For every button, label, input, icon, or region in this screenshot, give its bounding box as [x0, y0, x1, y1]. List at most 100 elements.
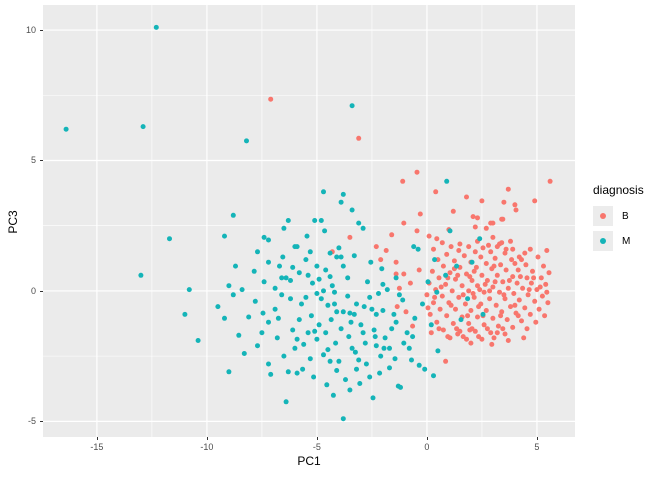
- data-point-b: [396, 285, 402, 291]
- data-point-m: [226, 283, 232, 289]
- data-point-b: [424, 292, 430, 298]
- data-point-m: [316, 276, 322, 282]
- data-point-b: [504, 317, 510, 323]
- data-point-b: [268, 96, 274, 102]
- data-point-m: [280, 254, 286, 260]
- data-point-b: [524, 275, 530, 281]
- data-point-m: [321, 288, 326, 294]
- data-point-m: [272, 306, 278, 312]
- data-point-b: [439, 240, 445, 246]
- data-point-m: [312, 328, 318, 334]
- data-point-m: [277, 263, 282, 269]
- data-point-m: [261, 234, 267, 240]
- data-point-b: [524, 326, 530, 332]
- data-point-b: [482, 281, 488, 287]
- data-point-b: [508, 304, 513, 310]
- data-point-m: [195, 338, 201, 343]
- data-point-m: [294, 244, 300, 250]
- data-point-b: [487, 288, 493, 294]
- y-tick-mark: [40, 160, 43, 162]
- data-point-b: [431, 246, 436, 252]
- data-point-m: [343, 377, 348, 383]
- data-point-b: [515, 313, 521, 319]
- data-point-b: [462, 301, 468, 307]
- data-point-b: [520, 285, 526, 291]
- data-point-m: [333, 340, 339, 346]
- data-point-m: [281, 353, 287, 359]
- data-point-b: [481, 322, 487, 328]
- data-point-m: [314, 263, 320, 269]
- data-point-m: [255, 343, 260, 349]
- data-point-m: [387, 345, 392, 351]
- data-point-m: [345, 293, 351, 299]
- data-point-m: [340, 191, 346, 197]
- data-point-b: [517, 274, 523, 280]
- data-point-m: [420, 301, 425, 307]
- data-point-m: [312, 218, 318, 223]
- data-point-b: [514, 280, 520, 286]
- data-point-b: [490, 234, 496, 240]
- data-point-b: [426, 233, 432, 239]
- data-point-b: [440, 263, 446, 269]
- data-point-b: [401, 271, 407, 277]
- x-tick-mark: [96, 437, 98, 440]
- data-point-b: [501, 199, 507, 205]
- data-point-b: [528, 280, 534, 286]
- data-point-b: [434, 319, 440, 325]
- data-point-m: [296, 270, 302, 276]
- data-point-m: [411, 244, 417, 250]
- data-point-m: [281, 225, 287, 231]
- data-point-m: [296, 317, 302, 323]
- data-point-m: [458, 317, 464, 323]
- legend-dot-b-icon: [600, 213, 606, 219]
- data-point-b: [383, 248, 389, 253]
- data-point-b: [460, 292, 466, 298]
- data-point-b: [498, 313, 504, 319]
- data-point-m: [290, 327, 296, 333]
- data-point-b: [466, 244, 472, 250]
- data-point-m: [303, 294, 309, 300]
- legend: diagnosis B M: [593, 183, 644, 256]
- data-point-m: [305, 272, 311, 278]
- data-point-b: [403, 309, 409, 315]
- data-point-m: [338, 199, 344, 205]
- data-point-m: [348, 319, 354, 325]
- data-point-b: [469, 278, 475, 283]
- y-axis-title: PC3: [6, 210, 20, 234]
- data-point-m: [239, 287, 245, 293]
- data-point-b: [486, 242, 491, 248]
- data-point-b: [481, 289, 487, 295]
- data-point-m: [387, 365, 392, 371]
- data-point-m: [327, 250, 333, 256]
- data-point-b: [499, 309, 505, 315]
- data-point-b: [467, 327, 473, 333]
- data-point-m: [349, 207, 355, 213]
- data-point-b: [453, 306, 458, 312]
- data-point-m: [346, 334, 352, 340]
- data-point-m: [330, 392, 336, 398]
- data-point-b: [373, 244, 379, 250]
- data-point-b: [525, 292, 531, 298]
- data-point-b: [394, 304, 400, 310]
- legend-item-b: B: [593, 206, 644, 226]
- data-point-b: [505, 186, 511, 192]
- data-point-m: [323, 330, 329, 336]
- data-point-m: [410, 334, 416, 340]
- data-point-m: [360, 330, 366, 336]
- x-tick-label: 0: [424, 442, 430, 452]
- data-point-m: [357, 381, 363, 386]
- data-point-b: [407, 280, 413, 286]
- data-point-m: [447, 228, 453, 234]
- data-point-b: [483, 308, 489, 313]
- y-tick-mark: [40, 30, 43, 32]
- data-point-b: [531, 275, 537, 281]
- data-point-m: [327, 358, 333, 364]
- data-point-b: [492, 279, 498, 285]
- x-tick-mark: [426, 437, 428, 440]
- data-point-b: [414, 228, 420, 234]
- data-point-b: [444, 251, 450, 257]
- data-point-b: [347, 234, 353, 240]
- legend-item-m: M: [593, 231, 644, 251]
- data-point-b: [437, 306, 443, 312]
